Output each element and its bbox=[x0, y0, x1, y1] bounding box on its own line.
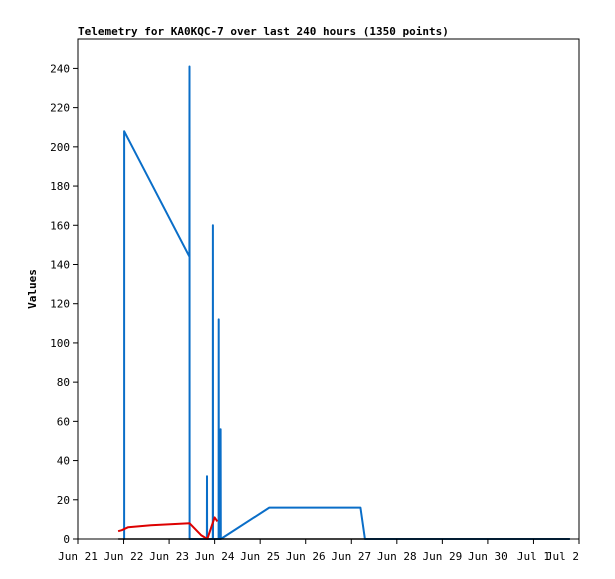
x-tick-label: Jun 28 bbox=[377, 550, 417, 563]
y-tick-label: 80 bbox=[57, 376, 70, 389]
chart-title: Telemetry for KA0KQC-7 over last 240 hou… bbox=[78, 25, 449, 38]
y-tick-label: 220 bbox=[50, 102, 70, 115]
y-axis: 0 20 40 60 80 100 120 140 160 180 200 220 240 bbox=[50, 62, 78, 546]
x-tick-label: Jun 25 bbox=[240, 550, 280, 563]
x-tick-label: Jun 27 bbox=[331, 550, 371, 563]
y-tick-label: 120 bbox=[50, 298, 70, 311]
y-tick-label: 180 bbox=[50, 180, 70, 193]
x-tick-label: Jun 21 bbox=[58, 550, 98, 563]
series-layer bbox=[117, 65, 570, 540]
y-tick-label: 140 bbox=[50, 258, 70, 271]
x-tick-label: Jun 29 bbox=[422, 550, 462, 563]
x-tick-label: Jun 26 bbox=[286, 550, 326, 563]
y-tick-label: 160 bbox=[50, 219, 70, 232]
x-tick-label: Jun 23 bbox=[149, 550, 189, 563]
y-tick-label: 60 bbox=[57, 415, 70, 428]
series-line-2 bbox=[117, 516, 219, 540]
plot-area bbox=[77, 38, 580, 540]
x-axis: Jun 21 Jun 22 Jun 23 Jun 24 Jun 25 Jun 26 Jun … bbox=[58, 539, 580, 563]
x-tick-label: Jul 1 bbox=[517, 550, 550, 563]
y-tick-label: 0 bbox=[63, 533, 70, 546]
y-tick-label: 100 bbox=[50, 337, 70, 350]
y-tick-label: 200 bbox=[50, 141, 70, 154]
x-tick-label: Jun 30 bbox=[468, 550, 508, 563]
y-tick-label: 240 bbox=[50, 62, 70, 75]
x-tick-label: Jul 2 bbox=[546, 550, 579, 563]
x-tick-label: Jun 24 bbox=[195, 550, 235, 563]
y-axis-title: Values bbox=[26, 269, 39, 309]
series-line-1 bbox=[123, 65, 570, 540]
x-tick-label: Jun 22 bbox=[104, 550, 144, 563]
y-tick-label: 20 bbox=[57, 494, 70, 507]
y-tick-label: 40 bbox=[57, 455, 70, 468]
